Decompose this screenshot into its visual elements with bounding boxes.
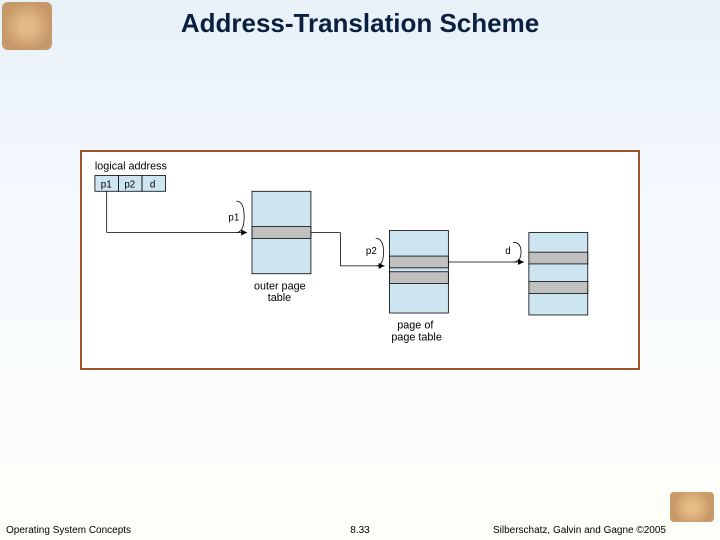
arrow-pagept-to-mem	[448, 259, 524, 265]
outer-label-2: table	[268, 292, 291, 304]
d-brace	[513, 242, 521, 262]
outer-label-1: outer page	[254, 280, 306, 292]
addr-cell-d: d	[150, 179, 155, 190]
slide-title: Address-Translation Scheme	[0, 8, 720, 39]
p2-brace	[376, 238, 384, 265]
pagept-label-1: page of	[397, 320, 434, 332]
address-translation-diagram: logical address p1 p2 d p1 outer page ta…	[82, 152, 638, 368]
p1-index-label: p1	[228, 213, 239, 224]
arrow-p1-to-outer	[107, 191, 247, 235]
addr-cell-p1: p1	[101, 179, 112, 190]
dino-logo-bottom-right	[670, 492, 714, 522]
d-index-label: d	[505, 246, 510, 257]
addr-cell-p2: p2	[124, 179, 135, 190]
logical-address-box: p1 p2 d	[95, 176, 166, 192]
memory-frame	[529, 233, 588, 315]
outer-page-table: outer page table	[252, 191, 311, 304]
p2-index-label: p2	[366, 246, 377, 257]
diagram-frame: logical address p1 p2 d p1 outer page ta…	[80, 150, 640, 370]
pagept-label-2: page table	[391, 332, 441, 344]
page-of-page-table: page of page table	[389, 231, 448, 344]
footer-right: Silberschatz, Galvin and Gagne ©2005	[493, 525, 666, 536]
logical-address-label: logical address	[95, 161, 168, 173]
